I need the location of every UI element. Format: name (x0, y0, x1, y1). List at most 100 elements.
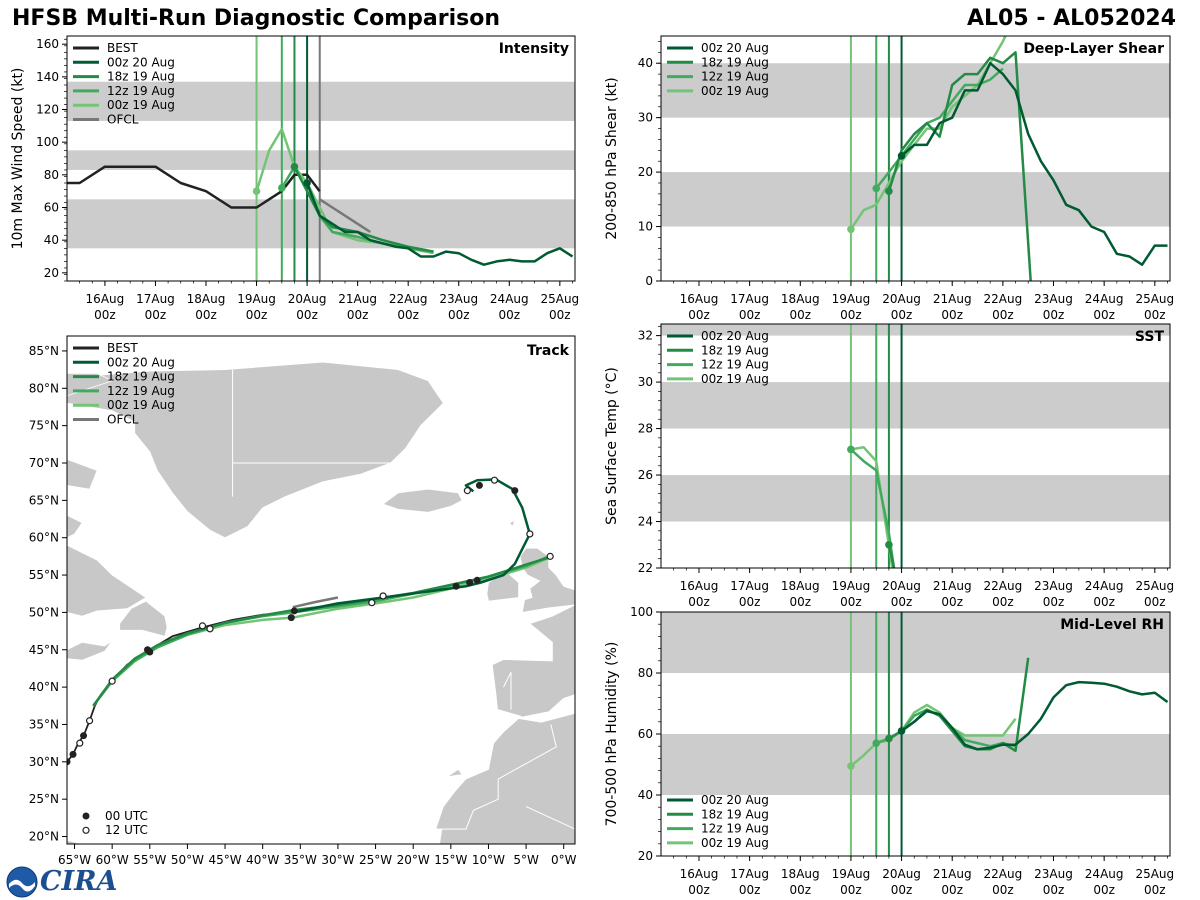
iberia-europe-landmass (491, 604, 575, 718)
track-point-00utc (473, 576, 481, 584)
rh-ytick-label: 20 (638, 849, 653, 863)
track-xtick-label: 40°W (246, 853, 279, 867)
shear-xtick-hour: 00z (739, 308, 761, 322)
track-xtick-label: 25°W (359, 853, 392, 867)
sst-xtick-day: 23Aug (1034, 579, 1073, 593)
intensity-xtick-day: 25Aug (540, 292, 579, 306)
rh-xtick-day: 21Aug (933, 867, 972, 881)
shear-series-group (847, 36, 1168, 281)
sst-legend-label-12z-19-aug: 12z 19 Aug (701, 358, 769, 372)
track-point-00utc (511, 487, 519, 495)
intensity-xtick-day: 24Aug (490, 292, 529, 306)
shear-xtick-day: 23Aug (1034, 292, 1073, 306)
shear-xtick-hour: 00z (941, 308, 963, 322)
sst-ytick-label: 24 (638, 515, 653, 529)
track-map-land (67, 361, 575, 844)
rh-legend-label-00z-20-aug: 00z 20 Aug (701, 793, 769, 807)
shear-xtick-hour: 00z (1043, 308, 1065, 322)
shear-legend-label-00z-19-aug: 00z 19 Aug (701, 84, 769, 98)
intensity-init-marker-00z-20-aug (303, 179, 311, 187)
track-point-12utc (198, 622, 207, 630)
sst-xtick-hour: 00z (1043, 595, 1065, 609)
rh-ytick-label: 80 (638, 666, 653, 680)
intensity-series-00z-20-aug (305, 182, 574, 266)
shear-ytick-label: 20 (638, 165, 653, 179)
track-ytick-label: 50°N (29, 605, 59, 619)
track-ytick-label: 55°N (29, 568, 59, 582)
sst-xtick-hour: 00z (1093, 595, 1115, 609)
rh-init-marker-00z-19-aug (847, 762, 855, 770)
sst-ytick-label: 32 (638, 329, 653, 343)
shear-ytick-label: 10 (638, 220, 653, 234)
track-xtick-label: 5°W (513, 853, 539, 867)
sst-init-marker-12z-19-aug (847, 445, 855, 454)
track-panel: 20°N 25°N 30°N 35°N 40°N 45°N 50°N 55°N 60°N 65°N… (29, 335, 577, 867)
track-legend-label-ofcl: OFCL (107, 413, 139, 427)
intensity-xtick-day: 20Aug (288, 292, 327, 306)
shear-xtick-day: 24Aug (1085, 292, 1124, 306)
track-legend-label-00z-20-aug: 00z 20 Aug (107, 355, 175, 369)
track-series-00z-20-aug (292, 478, 532, 614)
rh-init-marker-18z-19-aug (885, 734, 893, 743)
shear-xtick-hour: 00z (891, 308, 913, 322)
rh-xtick-day: 19Aug (832, 867, 871, 881)
intensity-legend-label-best: BEST (107, 41, 138, 55)
border-western-sahara (435, 779, 499, 830)
track-point-00utc (69, 750, 77, 758)
rh-title: Mid-Level RH (1060, 617, 1164, 633)
track-point-00utc (67, 758, 71, 766)
intensity-xtick-hour: 00z (498, 308, 520, 322)
shear-init-marker-18z-19-aug (885, 187, 893, 195)
shear-xtick-hour: 00z (1144, 308, 1166, 322)
intensity-ytick-label: 40 (44, 233, 59, 247)
rh-xtick-day: 18Aug (781, 867, 820, 881)
intensity-band-2 (67, 81, 575, 121)
shear-xtick-hour: 00z (688, 308, 710, 322)
sst-xtick-hour: 00z (992, 595, 1014, 609)
rh-xtick-day: 25Aug (1135, 867, 1174, 881)
track-series-best (67, 611, 293, 763)
intensity-xtick-day: 22Aug (389, 292, 428, 306)
intensity-series-ofcl (319, 198, 371, 234)
cira-logo: CIRA (40, 866, 118, 897)
track-frame (66, 335, 576, 845)
sst-title: SST (1135, 329, 1165, 345)
sst-xtick-day: 20Aug (882, 579, 921, 593)
border-mali-algeria (525, 806, 575, 830)
track-ytick-label: 70°N (29, 456, 59, 470)
track-point-12utc (490, 476, 499, 484)
intensity-panel: 20 40 60 80 100 120 140 160 16Aug 00z 17Aug 00z 18Au… (10, 35, 579, 322)
track-point-12utc (368, 599, 376, 607)
track-point-12utc (85, 717, 94, 725)
intensity-ytick-label: 100 (36, 135, 59, 149)
intensity-series-group (67, 127, 574, 266)
shear-band-0 (661, 172, 1170, 227)
intensity-xtick-hour: 00z (397, 308, 419, 322)
track-ytick-label: 85°N (29, 344, 59, 358)
sst-ytick-label: 26 (638, 468, 653, 482)
track-ytick-label: 75°N (29, 419, 59, 433)
intensity-ytick-label: 140 (36, 70, 59, 84)
rh-xtick-day: 20Aug (882, 867, 921, 881)
track-ytick-label: 30°N (29, 755, 59, 769)
track-xtick-label: 10°W (472, 853, 505, 867)
rh-ytick-label: 100 (630, 605, 653, 619)
border-spain-portugal (503, 671, 512, 710)
sst-series-group (847, 445, 896, 568)
sst-xtick-hour: 00z (789, 595, 811, 609)
rh-ytick-label: 40 (638, 788, 653, 802)
sst-xtick-hour: 00z (840, 595, 862, 609)
rh-legend-label-18z-19-aug: 18z 19 Aug (701, 807, 769, 821)
rh-xtick-hour: 00z (941, 883, 963, 897)
track-ytick-label: 45°N (29, 643, 59, 657)
intensity-xtick-hour: 00z (296, 308, 318, 322)
rh-xtick-hour: 00z (739, 883, 761, 897)
sst-xtick-day: 17Aug (730, 579, 769, 593)
track-xtick-label: 15°W (434, 853, 467, 867)
shear-panel: 0 10 20 30 40 16Aug 00z 17Aug 00z 18Aug 00z 19Aug 00… (604, 35, 1174, 322)
shear-xtick-day: 16Aug (680, 292, 719, 306)
shear-series-18z-19-aug (887, 51, 1032, 281)
track-point-12utc (526, 530, 534, 538)
shear-xtick-day: 19Aug (832, 292, 871, 306)
